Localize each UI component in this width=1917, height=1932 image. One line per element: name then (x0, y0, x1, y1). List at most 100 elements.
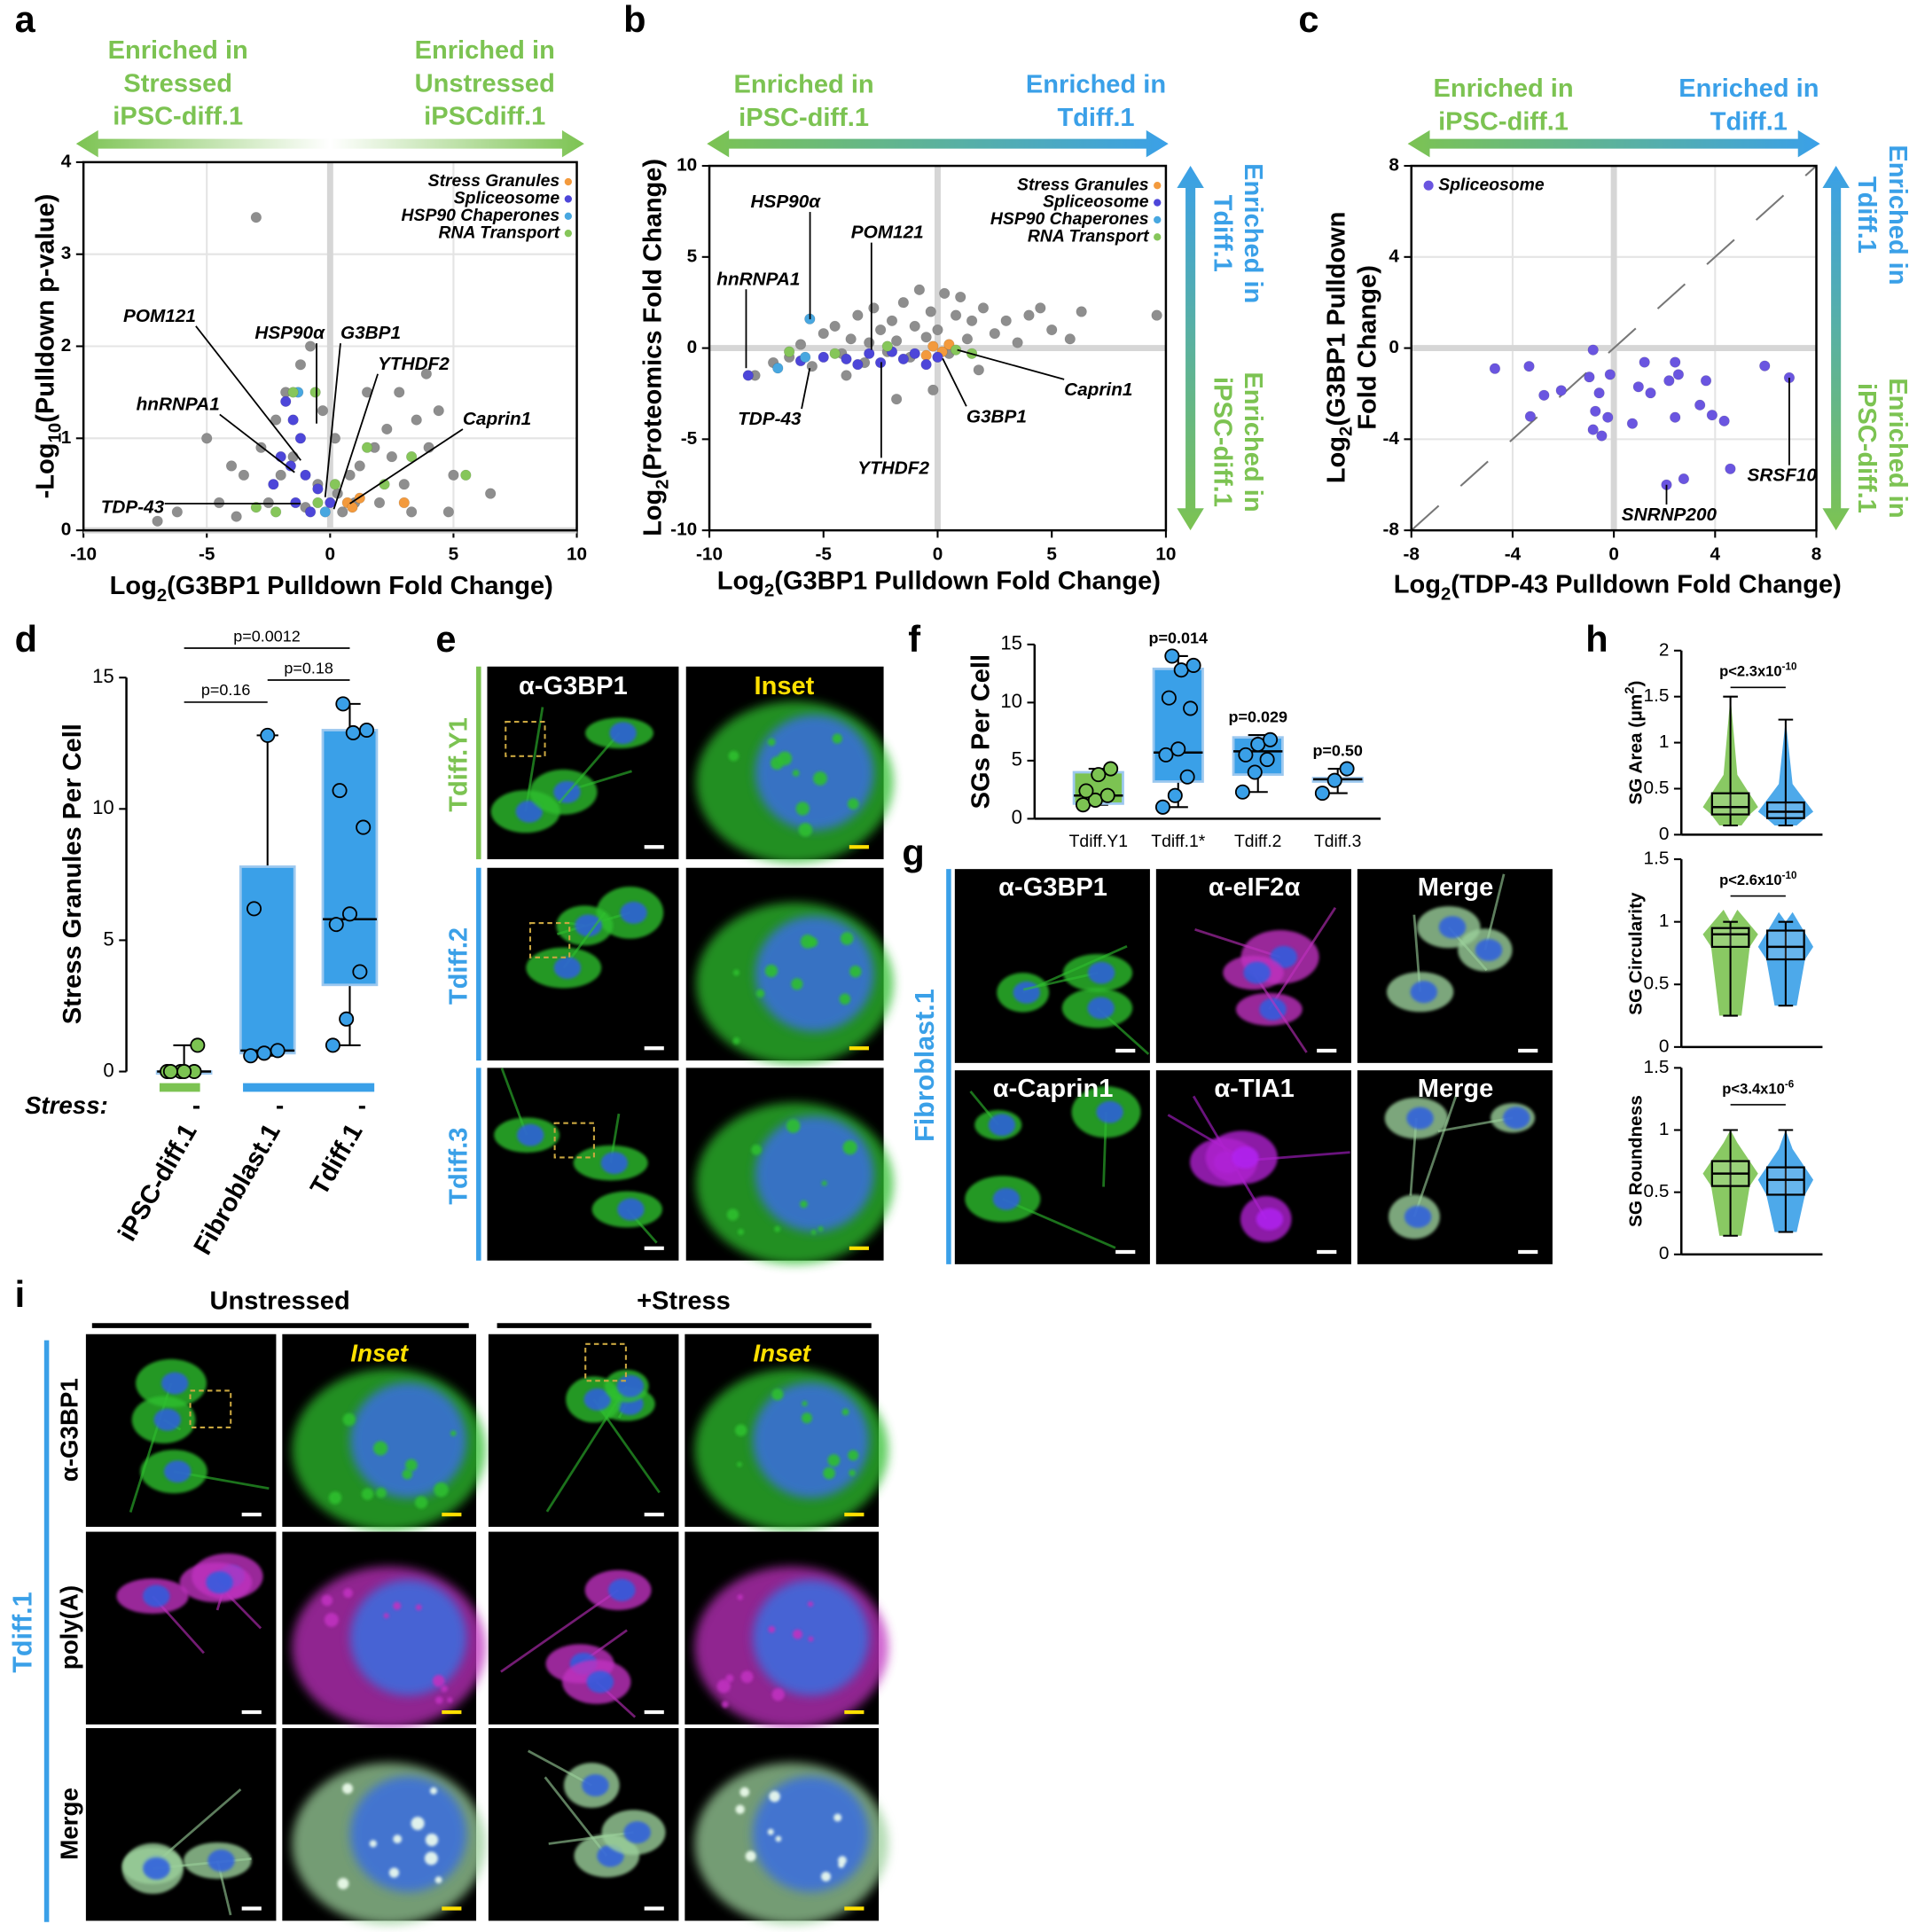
data-point (1590, 405, 1601, 417)
x-axis-label-part: Log (1394, 570, 1441, 598)
data-point (1523, 360, 1535, 372)
x-axis-label: Log2(TDP-43 Pulldown Fold Change) (1394, 570, 1842, 605)
legend-swatch (564, 230, 573, 238)
granule (732, 1036, 740, 1044)
row-label: Tdiff.2 (445, 927, 473, 1005)
data-point (818, 351, 829, 364)
y-tick-label: 1 (1659, 911, 1670, 931)
x-tick-label: iPSC-diff.1 (113, 1119, 202, 1246)
y-axis-label-part: (G3BP1 Pulldown (1322, 212, 1350, 426)
micrograph-signal (695, 1102, 894, 1265)
data-point (1326, 772, 1342, 788)
nucleus (575, 914, 602, 937)
x-axis-label: Log2(G3BP1 Pulldown Fold Change) (110, 571, 553, 606)
data-point (1091, 767, 1107, 783)
granule (376, 1487, 387, 1498)
annotation-leader (349, 428, 464, 505)
row-label: Tdiff.Y1 (445, 717, 473, 812)
nucleus (1404, 1205, 1432, 1228)
y-axis-label-part: 2 (1337, 426, 1357, 436)
data-point (1670, 411, 1681, 423)
granule (821, 1180, 827, 1186)
data-point (329, 433, 341, 444)
data-point (1587, 344, 1599, 356)
y-tick-label: 1 (61, 427, 72, 448)
column-label: Inset (755, 672, 815, 700)
nucleus (617, 1198, 645, 1221)
annotation: YTHDF2 (378, 354, 450, 374)
data-point (304, 340, 317, 352)
data-point (442, 506, 455, 518)
granule (798, 823, 813, 837)
panel-letter: a (15, 0, 36, 40)
data-point (1179, 769, 1195, 785)
granule (342, 1412, 356, 1427)
arrow-label: Enriched in (1026, 71, 1166, 99)
nucleus (608, 1578, 636, 1601)
y-axis-label-part: 2 (653, 479, 673, 489)
p-value: p<3.4x10-6 (1722, 1078, 1794, 1098)
data-point (1663, 375, 1675, 387)
nucleus (349, 1579, 467, 1696)
data-point (1238, 747, 1254, 763)
tile-label: Merge (1418, 873, 1494, 902)
data-point (1012, 337, 1023, 348)
nucleus (1410, 981, 1438, 1004)
annotation: YTHDF2 (857, 458, 929, 478)
data-point (1064, 333, 1076, 345)
data-point (1164, 648, 1180, 664)
granule (774, 1225, 781, 1232)
y-tick-label: 5 (687, 246, 698, 266)
data-point (1151, 309, 1162, 321)
data-point (300, 469, 311, 481)
horizontal-arrow (1407, 129, 1820, 158)
nucleus (755, 715, 874, 831)
data-point (806, 360, 818, 372)
granule (848, 1450, 859, 1461)
y-axis-label: Fold Change) (1353, 265, 1381, 430)
annotation: G3BP1 (340, 323, 401, 343)
nucleus (1503, 1107, 1530, 1130)
data-point (1078, 783, 1094, 799)
x-tick-label: 10 (567, 544, 587, 564)
data-point (190, 1037, 206, 1053)
panel-letter: c (1298, 0, 1318, 40)
stress-mark: - (192, 1091, 200, 1119)
granule (818, 1226, 824, 1232)
y-axis-label: SG Circularity (1626, 892, 1647, 1015)
data-point (841, 353, 852, 365)
nucleus (988, 1114, 1016, 1137)
annotation-leader (195, 325, 301, 461)
arrow-label: Tdiff.1 (1710, 107, 1788, 136)
nucleus (623, 1821, 651, 1844)
data-point (317, 405, 329, 417)
granule (795, 802, 810, 816)
p-value: p<2.6x10-10 (1719, 870, 1796, 889)
micrograph (85, 1728, 277, 1921)
data-point (328, 917, 344, 933)
data-point (943, 339, 955, 350)
nucleus (1438, 916, 1467, 939)
data-point (897, 353, 910, 365)
group-label: +Stress (637, 1287, 731, 1315)
data-point (287, 450, 299, 463)
data-point (262, 497, 274, 509)
data-point (1263, 731, 1279, 747)
data-point (341, 906, 357, 922)
granule (842, 1139, 857, 1155)
granule (778, 751, 793, 766)
granule (728, 750, 739, 762)
plot-frame (1410, 164, 1818, 532)
data-point (448, 469, 459, 481)
granule (429, 1787, 438, 1795)
data-point (270, 506, 282, 518)
data-point (1314, 786, 1330, 802)
arrow-label: iPSCdiff.1 (424, 103, 545, 131)
data-point (1339, 761, 1355, 777)
data-point (1759, 360, 1771, 372)
data-point (325, 1037, 340, 1053)
y-axis-label: Stress Granules Per Cell (59, 724, 87, 1024)
nucleus (206, 1571, 233, 1594)
legend-label: HSP90 Chaperones (402, 206, 560, 225)
data-point (243, 1048, 259, 1064)
